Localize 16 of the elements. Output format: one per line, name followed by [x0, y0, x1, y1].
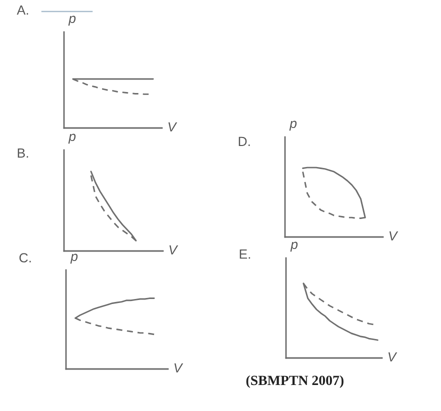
y-axis-title: p — [289, 120, 297, 131]
chart-title: A. — [16, 6, 28, 15]
text: (SBMPTN 2007) — [246, 375, 344, 388]
x-axis-title: V — [388, 352, 398, 362]
chart-title: C. — [19, 253, 31, 262]
x-axis-title: V — [174, 363, 184, 372]
y-axis-title: p — [70, 254, 78, 264]
y-axis-title: p — [68, 16, 76, 26]
x-axis-title: V — [389, 231, 398, 240]
x-axis-title: V — [168, 122, 178, 132]
chart-title: E. — [240, 250, 250, 259]
chart-title: D. — [238, 136, 250, 146]
y-axis-title: p — [290, 242, 298, 252]
x-axis-title: V — [169, 245, 178, 254]
chart-title: B. — [18, 148, 28, 158]
y-axis-title: p — [68, 134, 76, 144]
